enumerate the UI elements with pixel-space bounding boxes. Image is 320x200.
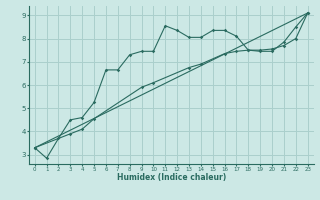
X-axis label: Humidex (Indice chaleur): Humidex (Indice chaleur)	[116, 173, 226, 182]
